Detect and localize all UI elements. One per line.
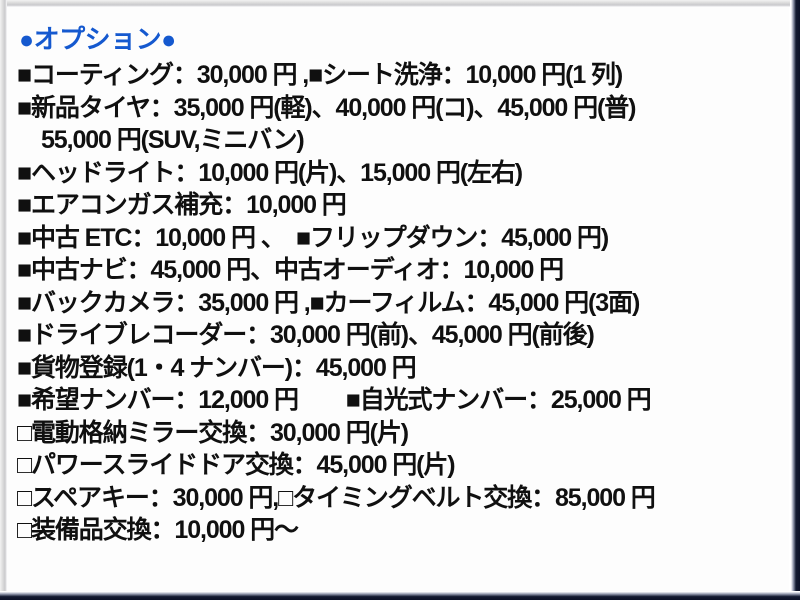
list-item: ■中古ナビ：45,000 円、中古オーディオ：10,000 円 bbox=[17, 256, 564, 284]
list-item: ■新品タイヤ：35,000 円(軽)、40,000 円(コ)、45,000 円(… bbox=[17, 93, 636, 122]
list-item: ■ドライブレコーダー：30,000 円(前)、45,000 円(前後) bbox=[17, 321, 595, 349]
list-item: ■バックカメラ：35,000 円 ,■カーフィルム：45,000 円(3面) bbox=[17, 288, 640, 317]
list-item: ■コーティング：30,000 円 ,■シート洗浄：10,000 円(1 列) bbox=[17, 61, 623, 89]
frame-edge-top bbox=[0, 0, 800, 7]
bullet-left-icon: ● bbox=[19, 26, 34, 54]
list-item: □パワースライドドア交換：45,000 円(片) bbox=[17, 451, 456, 479]
page-title-text: オプション bbox=[33, 24, 162, 54]
frame-shadow-right bbox=[790, 0, 800, 600]
list-item: ■ヘッドライト：10,000 円(片)、15,000 円(左右) bbox=[17, 158, 523, 187]
list-item: □スペアキー：30,000 円,□タイミングベルト交換：85,000 円 bbox=[17, 483, 656, 512]
list-item-continuation: 55,000 円(SUV,ミニバン) bbox=[41, 126, 305, 154]
list-item: □装備品交換：10,000 円〜 bbox=[17, 516, 299, 544]
frame-shadow-bottom bbox=[0, 591, 800, 600]
list-item: ■中古 ETC：10,000 円 、 ■フリップダウン：45,000 円) bbox=[17, 223, 609, 252]
frame-edge-left bbox=[0, 0, 7, 600]
list-item: ■希望ナンバー：12,000 円 ■自光式ナンバー：25,000 円 bbox=[17, 386, 652, 414]
bullet-right-icon: ● bbox=[161, 26, 176, 54]
list-item: □電動格納ミラー交換：30,000 円(片) bbox=[17, 418, 409, 447]
panel-paper: ●オプション● ■コーティング：30,000 円 ,■シート洗浄：10,000 … bbox=[7, 7, 789, 591]
list-item: ■エアコンガス補充：10,000 円 bbox=[17, 191, 347, 219]
options-list-panel: ●オプション● ■コーティング：30,000 円 ,■シート洗浄：10,000 … bbox=[7, 7, 789, 547]
list-item: ■貨物登録(1・4 ナンバー)：45,000 円 bbox=[17, 353, 417, 382]
page-title: ●オプション● bbox=[19, 26, 789, 53]
